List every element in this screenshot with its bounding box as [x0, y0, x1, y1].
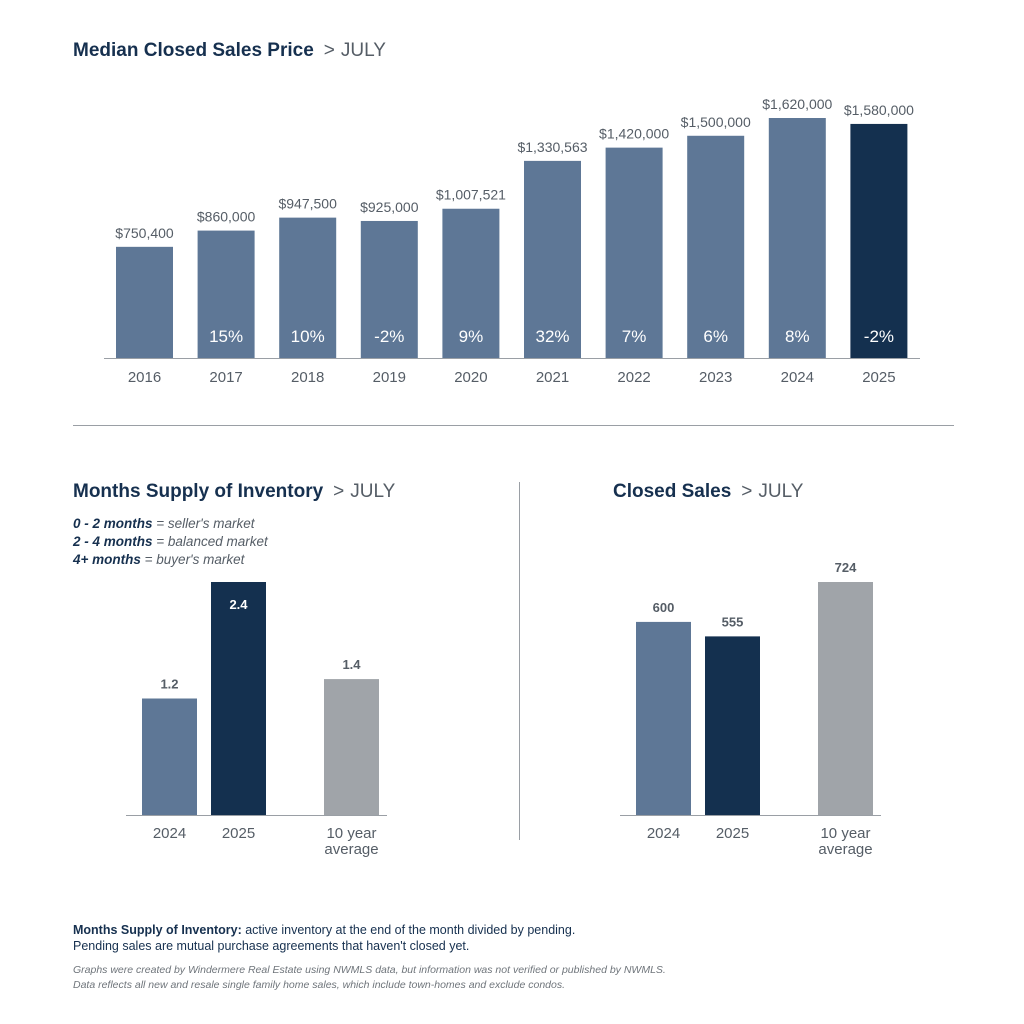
price-bar-2023 — [687, 135, 745, 358]
price-bar-2016 — [116, 246, 173, 358]
price-x-tick: 2025 — [862, 369, 895, 386]
legend-range: 2 - 4 months — [73, 534, 153, 549]
footnote-definition: active inventory at the end of the month… — [245, 923, 576, 937]
months-supply-title-text: Months Supply of Inventory — [73, 481, 324, 502]
price-x-tick: 2020 — [454, 369, 487, 386]
source-note: Graphs were created by Windermere Real E… — [73, 963, 666, 993]
price-change-label: 8% — [785, 327, 810, 346]
price-change-label: 32% — [535, 327, 569, 346]
median-price-title: Median Closed Sales Price > JULY — [73, 40, 386, 62]
price-bar-2018 — [279, 217, 337, 358]
price-value-label: $1,580,000 — [844, 102, 914, 118]
supply-x-tick: 2025 — [222, 825, 255, 842]
median-price-title-text: Median Closed Sales Price — [73, 40, 314, 61]
column-divider — [519, 482, 520, 840]
footnote-term: Months Supply of Inventory: — [73, 923, 242, 937]
price-change-label: 7% — [622, 327, 647, 346]
supply-bar-1 — [211, 582, 266, 815]
closed-sales-title-separator: > — [741, 481, 753, 502]
price-bar-2021 — [524, 160, 581, 358]
closed-sales-title-month: JULY — [758, 481, 804, 502]
price-x-tick: 2019 — [373, 369, 406, 386]
price-bar-2025 — [850, 123, 908, 358]
price-value-label: $1,007,521 — [436, 187, 506, 203]
sales-x-tick: 2025 — [716, 825, 749, 842]
price-x-tick: 2024 — [781, 369, 814, 386]
price-change-label: 9% — [459, 327, 484, 346]
price-value-label: $750,400 — [115, 225, 174, 241]
price-value-label: $1,500,000 — [681, 114, 751, 130]
sales-x-tick: 10 year — [820, 825, 870, 842]
price-bar-2017 — [197, 230, 255, 358]
supply-x-tick: average — [324, 841, 378, 858]
price-change-label: 10% — [291, 327, 325, 346]
months-supply-title: Months Supply of Inventory > JULY — [73, 481, 395, 503]
supply-x-tick: 10 year — [326, 825, 376, 842]
section-divider — [73, 425, 954, 426]
closed-sales-title: Closed Sales > JULY — [613, 481, 803, 503]
price-x-tick: 2016 — [128, 369, 161, 386]
legend-desc: = buyer's market — [144, 552, 245, 567]
price-change-label: -2% — [864, 327, 894, 346]
months-supply-title-month: JULY — [350, 481, 396, 502]
months-supply-title-separator: > — [333, 481, 345, 502]
price-value-label: $860,000 — [197, 209, 256, 225]
price-change-label: 15% — [209, 327, 243, 346]
closed-sales-title-text: Closed Sales — [613, 481, 732, 502]
median-price-title-separator: > — [323, 40, 335, 61]
supply-value-label: 1.4 — [342, 657, 361, 672]
legend-desc: = balanced market — [156, 534, 268, 549]
supply-value-label: 1.2 — [160, 677, 178, 692]
sales-bar-0 — [636, 621, 691, 815]
sales-value-label: 600 — [653, 600, 675, 615]
sales-bar-1 — [705, 636, 760, 815]
price-x-tick: 2018 — [291, 369, 324, 386]
sales-x-tick: average — [818, 841, 872, 858]
price-x-tick: 2022 — [617, 369, 650, 386]
legend-range: 0 - 2 months — [73, 516, 153, 531]
source-line-1: Graphs were created by Windermere Real E… — [73, 964, 666, 976]
price-bar-2020 — [442, 208, 500, 358]
sales-value-label: 724 — [835, 560, 857, 575]
price-bar-2024 — [768, 118, 826, 358]
sales-x-tick: 2024 — [647, 825, 680, 842]
median-price-title-month: JULY — [340, 40, 386, 61]
price-x-tick: 2021 — [536, 369, 569, 386]
legend-row-sellers: 0 - 2 months = seller's market — [73, 515, 268, 533]
price-value-label: $1,420,000 — [599, 126, 669, 142]
market-legend: 0 - 2 months = seller's market 2 - 4 mon… — [73, 515, 268, 569]
sales-value-label: 555 — [722, 614, 744, 629]
footnote-line-2: Pending sales are mutual purchase agreem… — [73, 939, 470, 953]
price-x-tick: 2023 — [699, 369, 732, 386]
sales-bar-2 — [818, 582, 873, 815]
price-change-label: 6% — [703, 327, 728, 346]
source-line-2: Data reflects all new and resale single … — [73, 979, 566, 991]
supply-bar-2 — [324, 679, 379, 815]
price-change-label: -2% — [374, 327, 404, 346]
price-value-label: $925,000 — [360, 199, 419, 215]
supply-value-label: 2.4 — [229, 597, 248, 612]
footnote-line-1: Months Supply of Inventory: active inven… — [73, 922, 575, 938]
legend-desc: = seller's market — [156, 516, 255, 531]
legend-row-balanced: 2 - 4 months = balanced market — [73, 533, 268, 551]
legend-row-buyers: 4+ months = buyer's market — [73, 551, 268, 569]
legend-range: 4+ months — [73, 552, 141, 567]
price-bar-2019 — [360, 220, 418, 358]
price-value-label: $947,500 — [278, 196, 337, 212]
price-value-label: $1,620,000 — [762, 96, 832, 112]
price-x-tick: 2017 — [209, 369, 242, 386]
price-bar-2022 — [605, 147, 663, 358]
supply-x-tick: 2024 — [153, 825, 186, 842]
price-value-label: $1,330,563 — [517, 139, 587, 155]
supply-bar-0 — [142, 698, 197, 815]
footnote: Months Supply of Inventory: active inven… — [73, 922, 575, 954]
